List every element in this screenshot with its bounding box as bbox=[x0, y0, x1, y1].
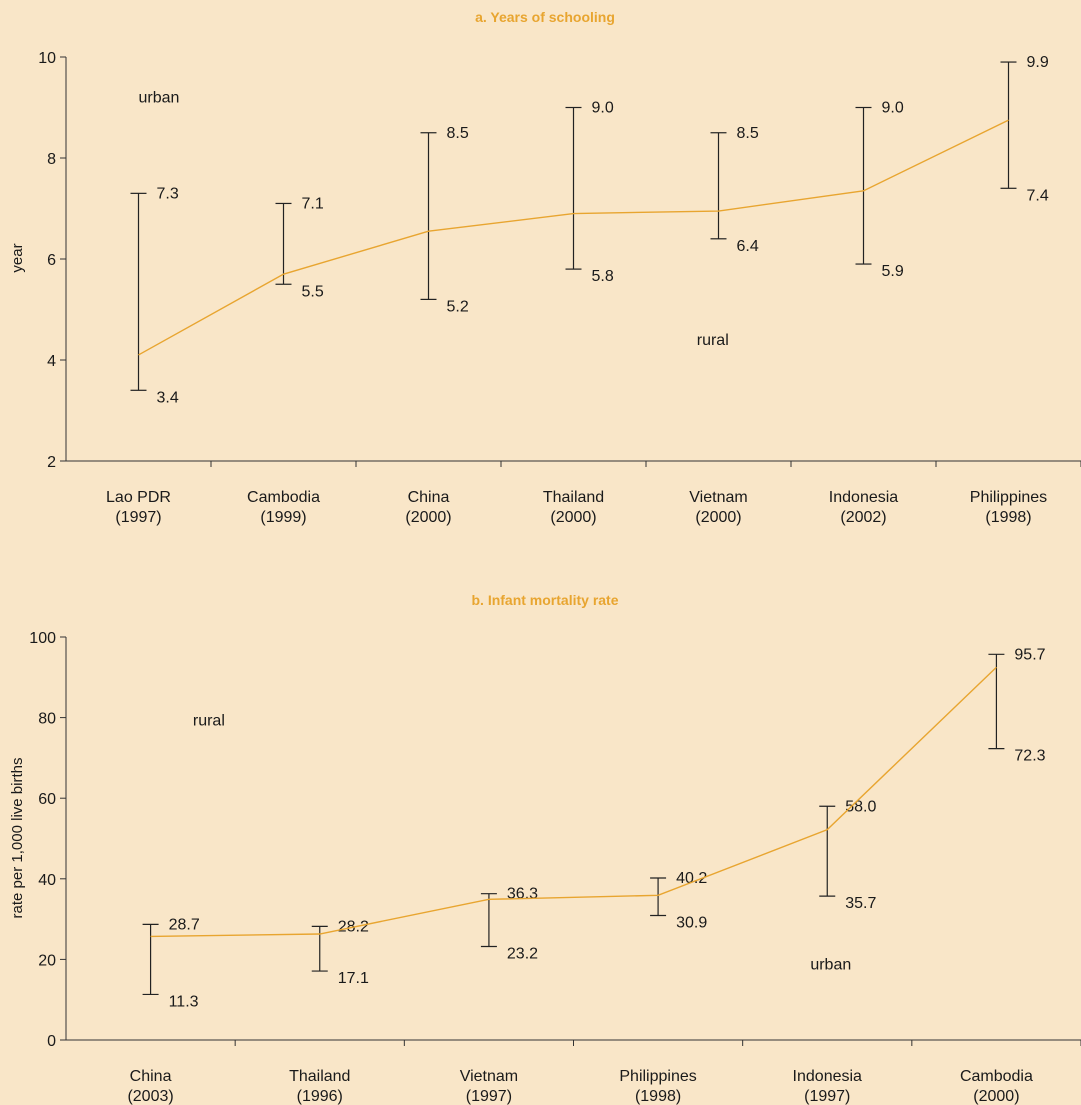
chart-b-category-label-line: Indonesia bbox=[793, 1068, 862, 1085]
chart-b-category-label-line: (1998) bbox=[635, 1088, 681, 1105]
chart-b-category-label-line: Thailand bbox=[289, 1068, 350, 1085]
chart-b-y-axis-title: rate per 1,000 live births bbox=[9, 758, 26, 919]
chart-b-low-label: 11.3 bbox=[169, 993, 199, 1010]
chart-b-category-label: Philippines (1998) bbox=[619, 1068, 696, 1105]
chart-a-high-label: 9.0 bbox=[882, 100, 904, 117]
chart-b-category-label: Vietnam (1997) bbox=[460, 1068, 518, 1105]
chart-a-category-label-line: (1999) bbox=[260, 509, 306, 526]
chart-a-category-label-line: (1997) bbox=[115, 509, 161, 526]
chart-a-high-label: 9.9 bbox=[1027, 54, 1049, 71]
chart-a-annotation: rural bbox=[697, 332, 729, 349]
chart-a-category-label: China (2000) bbox=[405, 489, 451, 526]
chart-a-y-tick-label: 10 bbox=[38, 50, 56, 67]
chart-a-annotation: urban bbox=[139, 89, 180, 106]
chart-b-low-label: 30.9 bbox=[676, 914, 707, 931]
chart-b-series-line bbox=[150, 666, 997, 938]
chart-a-category-label-line: Lao PDR bbox=[106, 489, 171, 506]
chart-a-category-label-line: Cambodia bbox=[247, 489, 320, 506]
chart-a-y-tick-label: 2 bbox=[47, 454, 56, 471]
chart-a-low-label: 6.4 bbox=[737, 238, 759, 255]
chart-a-series-line bbox=[138, 119, 1009, 356]
chart-a-high-label: 8.5 bbox=[447, 125, 469, 142]
chart-a-category-label-line: Vietnam bbox=[689, 489, 747, 506]
chart-a-category-label-line: (2000) bbox=[695, 509, 741, 526]
chart-b-low-label: 35.7 bbox=[845, 895, 876, 912]
chart-a-category-label: Cambodia (1999) bbox=[247, 489, 320, 526]
chart-a-category-label: Lao PDR (1997) bbox=[106, 489, 171, 526]
chart-b-y-tick-label: 100 bbox=[29, 630, 56, 647]
chart-a-high-label: 8.5 bbox=[737, 125, 759, 142]
chart-b-annotation: urban bbox=[810, 956, 851, 973]
chart-a-low-label: 5.8 bbox=[592, 268, 614, 285]
chart-b-y-tick-label: 40 bbox=[38, 872, 56, 889]
chart-a-category-label: Vietnam (2000) bbox=[689, 489, 747, 526]
chart-a-y-tick-label: 8 bbox=[47, 151, 56, 168]
chart-b-infant-mortality: b. Infant mortality rate rate per 1,000 … bbox=[9, 592, 1081, 1105]
chart-b-category-label-line: (1997) bbox=[466, 1088, 512, 1105]
chart-a-category-label-line: China bbox=[408, 489, 450, 506]
chart-b-category-label-line: Cambodia bbox=[960, 1068, 1033, 1085]
chart-b-title: b. Infant mortality rate bbox=[471, 592, 618, 608]
chart-b-category-label-line: Philippines bbox=[619, 1068, 696, 1085]
chart-b-low-label: 23.2 bbox=[507, 946, 538, 963]
chart-b-category-label: Cambodia (2000) bbox=[960, 1068, 1033, 1105]
chart-a-y-tick-label: 6 bbox=[47, 252, 56, 269]
chart-a-schooling: a. Years of schooling year 2 4 6 8 10 Lao PDR… bbox=[9, 9, 1081, 526]
chart-b-annotation: rural bbox=[193, 713, 225, 730]
chart-a-category-label-line: Indonesia bbox=[829, 489, 898, 506]
chart-b-category-label: Indonesia (1997) bbox=[793, 1068, 862, 1105]
chart-a-low-label: 5.2 bbox=[447, 298, 469, 315]
chart-a-title: a. Years of schooling bbox=[475, 9, 615, 25]
chart-a-high-label: 7.1 bbox=[302, 195, 324, 212]
chart-b-y-tick-label: 80 bbox=[38, 711, 56, 728]
chart-a-category-label-line: (2000) bbox=[550, 509, 596, 526]
chart-a-category-label-line: (2002) bbox=[840, 509, 886, 526]
chart-a-category-label: Philippines (1998) bbox=[970, 489, 1047, 526]
chart-a-low-label: 5.5 bbox=[302, 283, 324, 300]
chart-b-low-label: 72.3 bbox=[1014, 748, 1045, 765]
chart-b-category-label-line: (2003) bbox=[127, 1088, 173, 1105]
chart-a-category-label-line: Thailand bbox=[543, 489, 604, 506]
chart-b-category-label: Thailand (1996) bbox=[289, 1068, 350, 1105]
chart-b-category-label-line: China bbox=[130, 1068, 172, 1085]
chart-b-high-label: 95.7 bbox=[1014, 646, 1045, 663]
chart-b-high-label: 58.0 bbox=[845, 798, 876, 815]
chart-a-category-label: Thailand (2000) bbox=[543, 489, 604, 526]
chart-b-high-label: 36.3 bbox=[507, 886, 538, 903]
chart-b-category-label: China (2003) bbox=[127, 1068, 173, 1105]
chart-b-y-tick-label: 20 bbox=[38, 952, 56, 969]
chart-b-high-label: 28.7 bbox=[169, 916, 200, 933]
chart-a-y-tick-label: 4 bbox=[47, 353, 56, 370]
chart-a-high-label: 9.0 bbox=[592, 100, 614, 117]
chart-a-category-label-line: (2000) bbox=[405, 509, 451, 526]
chart-a-y-axis-title: year bbox=[9, 243, 26, 272]
chart-b-category-label-line: (1997) bbox=[804, 1088, 850, 1105]
chart-a-high-label: 7.3 bbox=[157, 185, 179, 202]
chart-a-low-label: 7.4 bbox=[1027, 187, 1049, 204]
chart-a-category-label-line: (1998) bbox=[985, 509, 1031, 526]
chart-a-category-label-line: Philippines bbox=[970, 489, 1047, 506]
chart-b-category-label-line: (1996) bbox=[297, 1088, 343, 1105]
chart-b-high-label: 40.2 bbox=[676, 870, 707, 887]
chart-b-category-label-line: (2000) bbox=[973, 1088, 1019, 1105]
chart-a-low-label: 3.4 bbox=[157, 389, 179, 406]
chart-b-low-label: 17.1 bbox=[338, 970, 369, 987]
chart-b-category-label-line: Vietnam bbox=[460, 1068, 518, 1085]
chart-a-category-label: Indonesia (2002) bbox=[829, 489, 898, 526]
chart-a-low-label: 5.9 bbox=[882, 263, 904, 280]
chart-b-y-tick-label: 60 bbox=[38, 791, 56, 808]
chart-b-y-tick-label: 0 bbox=[47, 1033, 56, 1050]
